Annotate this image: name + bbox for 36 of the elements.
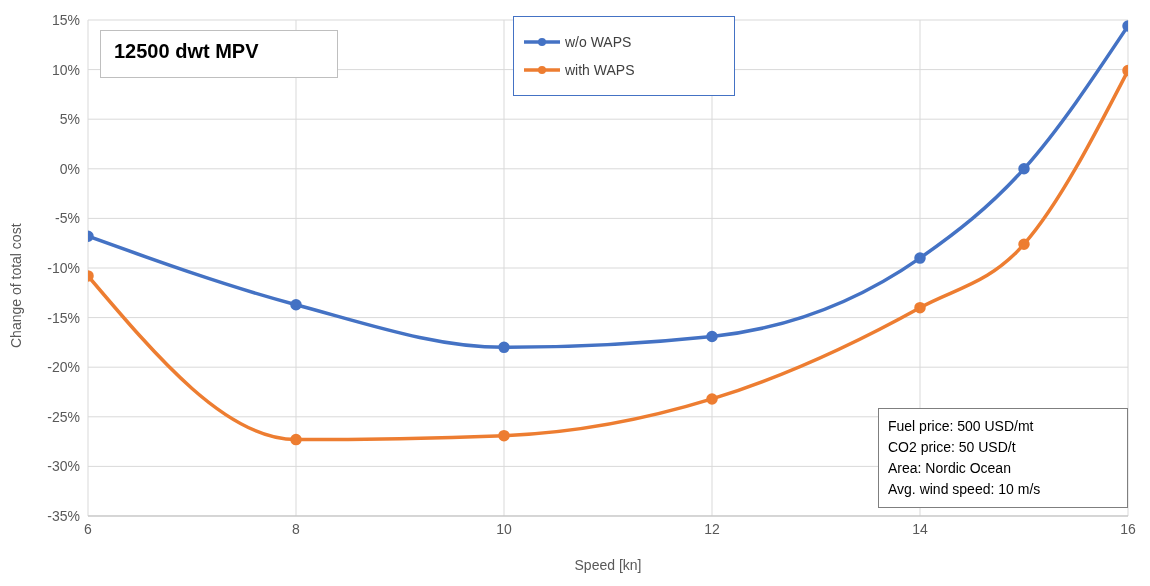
- y-tick-label: 0%: [59, 160, 80, 177]
- text: 12500 dwt MPV: [114, 40, 259, 62]
- y-tick-label: -10%: [47, 259, 80, 276]
- x-tick-label: 10: [496, 520, 512, 537]
- y-tick-label: -30%: [47, 458, 80, 475]
- x-tick-label: 12: [704, 520, 720, 537]
- point: [290, 298, 302, 311]
- legend-label: w/o WAPS: [565, 34, 632, 50]
- annotation: CO2 price: 50 USD/t: [888, 438, 1017, 457]
- y-tick-label: -25%: [47, 408, 80, 425]
- annotation: Area: Nordic Ocean: [888, 459, 1012, 478]
- legend-label: with WAPS: [565, 62, 635, 78]
- y-tick-label: -5%: [55, 210, 80, 227]
- x-axis-title: Speed [kn]: [574, 557, 642, 573]
- point: [706, 393, 718, 405]
- x-tick-label: 6: [84, 520, 93, 537]
- point: [914, 301, 926, 314]
- point: [1018, 163, 1030, 175]
- y-tick-label: 10%: [51, 61, 80, 78]
- point: [290, 433, 302, 446]
- point: [498, 429, 510, 442]
- y-tick-label: 15%: [51, 11, 80, 28]
- point: [1018, 238, 1030, 250]
- y-tick-label: 5%: [59, 111, 80, 128]
- annotation: Avg. wind speed: 10 m/s: [888, 480, 1042, 499]
- x-tick-label: 14: [912, 520, 928, 537]
- point: [914, 252, 926, 264]
- point: [498, 341, 510, 354]
- y-tick-label: -35%: [47, 507, 80, 524]
- x-tick-label: 8: [292, 520, 301, 537]
- x-tick-label: 16: [1120, 520, 1136, 537]
- point: [706, 330, 718, 343]
- y-tick-label: -20%: [47, 359, 80, 376]
- y-axis-title: Change of total cost: [7, 223, 24, 348]
- annotation: Fuel price: 500 USD/mt: [888, 417, 1035, 436]
- y-tick-label: -15%: [47, 309, 80, 326]
